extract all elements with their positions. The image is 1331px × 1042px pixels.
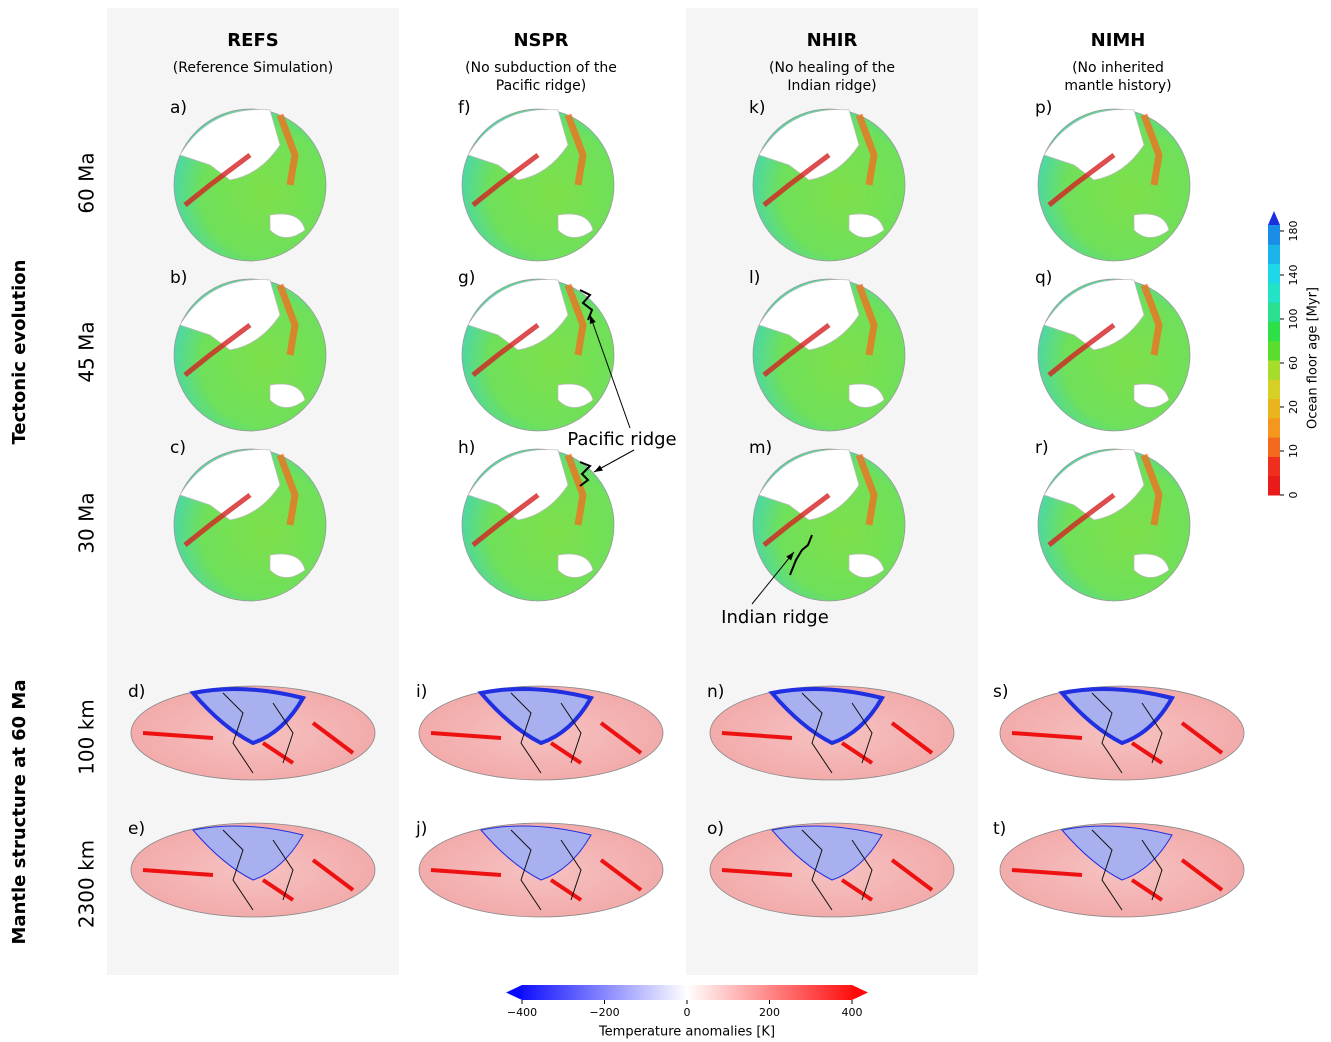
panel-label: i) — [416, 682, 427, 702]
colorbar-tick-label: 180 — [1287, 221, 1300, 242]
colorbar-band — [1268, 225, 1280, 245]
colorbar-tick-label: 400 — [842, 1006, 863, 1019]
panel-label: s) — [993, 682, 1009, 702]
mantle-map — [710, 823, 954, 917]
colorbar-label: Ocean floor age [Myr] — [1306, 287, 1321, 429]
colorbar-band — [1268, 321, 1280, 341]
colorbar-band — [1268, 456, 1280, 476]
column-subtitle: Indian ridge) — [787, 78, 876, 94]
panel-label: c) — [170, 438, 186, 458]
panel-label: t) — [993, 819, 1006, 839]
colorbar-tick-label: 100 — [1287, 309, 1300, 330]
mantle-map — [419, 823, 663, 917]
annotation: Indian ridge — [721, 607, 829, 628]
globe — [1038, 449, 1190, 601]
column-title: NIMH — [1091, 30, 1146, 51]
colorbar-band — [1268, 244, 1280, 264]
colorbar-label: Temperature anomalies [K] — [598, 1025, 775, 1040]
globe — [462, 279, 614, 431]
colorbar-band — [1268, 379, 1280, 399]
mantle-map — [1000, 686, 1244, 780]
panel-label: l) — [749, 268, 760, 288]
annotation: Pacific ridge — [567, 429, 676, 450]
colorbar-band — [1268, 264, 1280, 284]
mantle-map — [131, 686, 375, 780]
panel-label: g) — [458, 268, 475, 288]
panel-label: o) — [707, 819, 724, 839]
column-subtitle: (Reference Simulation) — [173, 60, 333, 76]
row-label: 60 Ma — [75, 152, 99, 213]
colorbar-band — [1268, 341, 1280, 361]
colorbar-band — [1268, 283, 1280, 303]
panel-label: e) — [128, 819, 145, 839]
globe — [462, 449, 614, 601]
panel-label: h) — [458, 438, 475, 458]
column-subtitle: Pacific ridge) — [496, 78, 586, 94]
row-label: 45 Ma — [75, 321, 99, 382]
colorbar-tick-label: 0 — [684, 1006, 691, 1019]
column-subtitle: (No healing of the — [769, 60, 895, 76]
colorbar-band — [1268, 399, 1280, 419]
panel-label: k) — [749, 98, 765, 118]
panel-label: q) — [1035, 268, 1052, 288]
panel-label: f) — [458, 98, 471, 118]
panel-label: a) — [170, 98, 187, 118]
column-title: NSPR — [513, 30, 568, 51]
globe — [753, 449, 905, 601]
colorbar-tick-label: 10 — [1287, 444, 1300, 458]
globe — [174, 109, 326, 261]
column-title: NHIR — [807, 30, 858, 51]
colorbar-tick-label: −200 — [589, 1006, 619, 1019]
colorbar-tick-label: 200 — [759, 1006, 780, 1019]
colorbar-tick-label: 140 — [1287, 265, 1300, 286]
colorbar-band — [1268, 476, 1280, 496]
column-subtitle: (No subduction of the — [465, 60, 617, 76]
colorbar-tick-label: 20 — [1287, 400, 1300, 414]
row-label: 2300 km — [75, 840, 99, 928]
colorbar-tick-label: −400 — [507, 1006, 537, 1019]
globe — [174, 449, 326, 601]
column-title: REFS — [227, 30, 278, 51]
row-group-label: Tectonic evolution — [9, 260, 30, 445]
panel-label: r) — [1035, 438, 1049, 458]
panel-label: j) — [415, 819, 427, 839]
panel-label: m) — [749, 438, 772, 458]
row-label: 30 Ma — [75, 492, 99, 553]
row-group-label: Mantle structure at 60 Ma — [9, 680, 30, 945]
colorbar-extension — [506, 985, 522, 1000]
colorbar — [522, 985, 852, 1000]
colorbar-band — [1268, 302, 1280, 322]
arrow-head — [594, 465, 603, 472]
colorbar-band — [1268, 437, 1280, 457]
figure: Tectonic evolution Mantle structure at 6… — [0, 0, 1331, 1042]
globe — [1038, 109, 1190, 261]
colorbar-band — [1268, 360, 1280, 380]
panel-label: d) — [128, 682, 145, 702]
column-subtitle: (No inherited — [1072, 60, 1164, 76]
colorbar-tick-label: 0 — [1287, 492, 1300, 499]
mantle-map — [1000, 823, 1244, 917]
mantle-map — [419, 686, 663, 780]
mantle-map — [131, 823, 375, 917]
panel-label: b) — [170, 268, 187, 288]
globe — [753, 279, 905, 431]
colorbar-extension — [852, 985, 868, 1000]
globe — [1038, 279, 1190, 431]
colorbar-tick-label: 60 — [1287, 356, 1300, 370]
colorbar-extension — [1268, 211, 1280, 225]
globe — [753, 109, 905, 261]
panel-label: p) — [1035, 98, 1052, 118]
colorbar-band — [1268, 418, 1280, 438]
panel-label: n) — [707, 682, 724, 702]
column-subtitle: mantle history) — [1064, 78, 1171, 94]
globe — [462, 109, 614, 261]
globe — [174, 279, 326, 431]
mantle-map — [710, 686, 954, 780]
row-label: 100 km — [75, 699, 99, 775]
